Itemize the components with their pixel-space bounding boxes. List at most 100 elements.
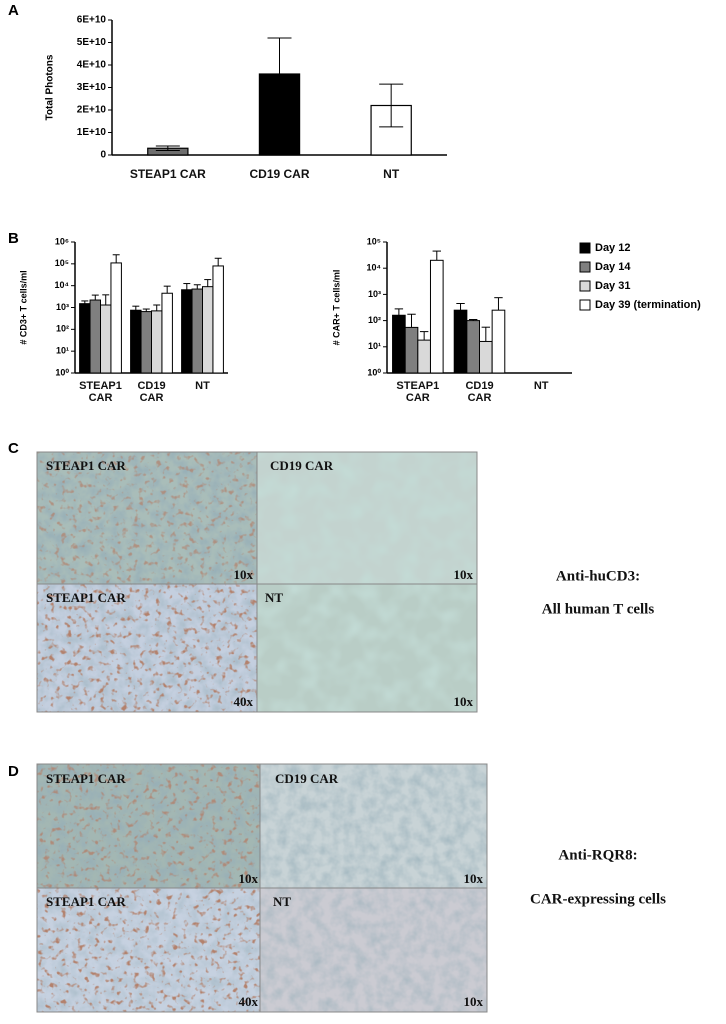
x-tick-label: NT <box>195 380 210 392</box>
error-bar <box>379 83 404 128</box>
x-tick-label: NT <box>383 167 400 181</box>
y-tick-label: 10¹ <box>56 346 69 356</box>
bar <box>479 340 493 374</box>
image-label: CD19 CAR <box>270 458 334 473</box>
magnification: 10x <box>454 567 474 582</box>
y-tick-label: 10⁵ <box>367 236 381 246</box>
image-grid: STEAP1 CAR 10x CD19 CAR 10x STEAP1 CAR 4… <box>36 763 488 1013</box>
y-axis-label: Total Photons <box>45 54 56 120</box>
error-bar <box>183 283 191 290</box>
x-tick-label: CD19 CAR <box>465 380 494 404</box>
y-axis-label: # CD3+ T cells/ml <box>18 270 28 344</box>
bar <box>466 320 481 374</box>
legend-label: Day 12 <box>595 242 630 254</box>
micrograph-texture <box>260 764 487 888</box>
stain-description: CAR-expressing cells <box>530 891 666 907</box>
error-bar <box>456 302 465 311</box>
error-bar <box>155 145 180 151</box>
bar <box>429 259 444 374</box>
y-tick-label: 10⁶ <box>55 236 69 246</box>
bar <box>151 310 163 374</box>
x-tick-label: STEAP1 CAR <box>129 167 206 181</box>
micrograph-texture <box>260 888 487 1012</box>
panel-label: B <box>8 230 19 247</box>
legend-swatch <box>579 280 591 292</box>
micrograph-stain <box>37 888 260 1012</box>
error-bar <box>163 285 171 294</box>
error-bar <box>153 304 161 311</box>
error-bar <box>394 308 404 316</box>
error-bar <box>494 297 503 311</box>
y-tick-label: 4E+10 <box>77 60 107 71</box>
bar <box>453 309 468 374</box>
stain-description: All human T cells <box>542 601 655 617</box>
y-tick-label: 10¹ <box>368 341 381 351</box>
error-bar <box>81 300 89 304</box>
x-tick-label: STEAP1 CAR <box>79 380 122 404</box>
y-tick-label: 10⁴ <box>367 263 381 273</box>
y-tick-label: 1E+10 <box>77 127 107 138</box>
micrograph-stain <box>37 584 257 712</box>
error-bar <box>193 284 201 290</box>
error-bar <box>132 305 140 311</box>
y-tick-label: 0 <box>100 150 106 161</box>
image-label: NT <box>265 590 283 605</box>
y-axis-label: # CAR+ T cells/ml <box>331 270 341 346</box>
error-bar <box>468 319 478 321</box>
image-grid: STEAP1 CAR 10x CD19 CAR 10x STEAP1 CAR 4… <box>36 451 478 713</box>
bar <box>100 304 112 374</box>
image-label: NT <box>273 894 291 909</box>
legend-swatch <box>579 261 591 273</box>
legend-swatch <box>579 242 591 254</box>
y-tick-label: 10⁴ <box>55 280 69 290</box>
magnification: 10x <box>239 871 259 886</box>
legend-swatch <box>579 299 591 311</box>
y-tick-label: 10² <box>56 324 69 334</box>
error-bar <box>407 313 416 328</box>
error-bar <box>214 257 222 266</box>
magnification: 40x <box>234 694 254 709</box>
error-bar <box>112 254 120 263</box>
bar <box>79 303 91 374</box>
bar <box>212 265 224 374</box>
x-tick-label: CD19 CAR <box>249 167 310 181</box>
bar <box>89 299 101 374</box>
error-bar <box>419 331 429 341</box>
bar <box>140 311 152 374</box>
image-label: STEAP1 CAR <box>46 894 126 909</box>
bar <box>130 309 142 374</box>
bar <box>202 286 214 374</box>
error-bar <box>481 326 491 342</box>
y-tick-label: 10³ <box>56 302 69 312</box>
error-bar <box>142 308 150 312</box>
error-bar <box>102 294 110 306</box>
bar <box>181 289 193 374</box>
legend-label: Day 14 <box>595 261 631 273</box>
image-label: STEAP1 CAR <box>46 771 126 786</box>
magnification: 10x <box>464 871 484 886</box>
panel-label: D <box>8 763 19 780</box>
bar <box>161 292 173 374</box>
bar <box>191 288 203 374</box>
x-tick-label: CD19 CAR <box>137 380 166 404</box>
bar <box>491 309 506 374</box>
legend-label: Day 31 <box>595 280 630 292</box>
error-bar <box>267 37 292 111</box>
stain-name: Anti-huCD3: <box>556 568 640 584</box>
y-tick-label: 10⁰ <box>367 367 381 377</box>
panel-label: A <box>8 2 19 19</box>
bar <box>392 314 406 374</box>
y-tick-label: 6E+10 <box>77 15 107 26</box>
panel-label: C <box>8 440 19 457</box>
micrograph-texture <box>257 584 477 712</box>
error-bar <box>204 279 212 287</box>
error-bar <box>91 294 99 301</box>
error-bar <box>432 250 442 261</box>
magnification: 10x <box>234 567 254 582</box>
y-tick-label: 10⁰ <box>55 367 69 377</box>
micrograph-texture <box>257 452 477 584</box>
bar <box>417 339 431 374</box>
micrograph-stain <box>37 764 260 888</box>
